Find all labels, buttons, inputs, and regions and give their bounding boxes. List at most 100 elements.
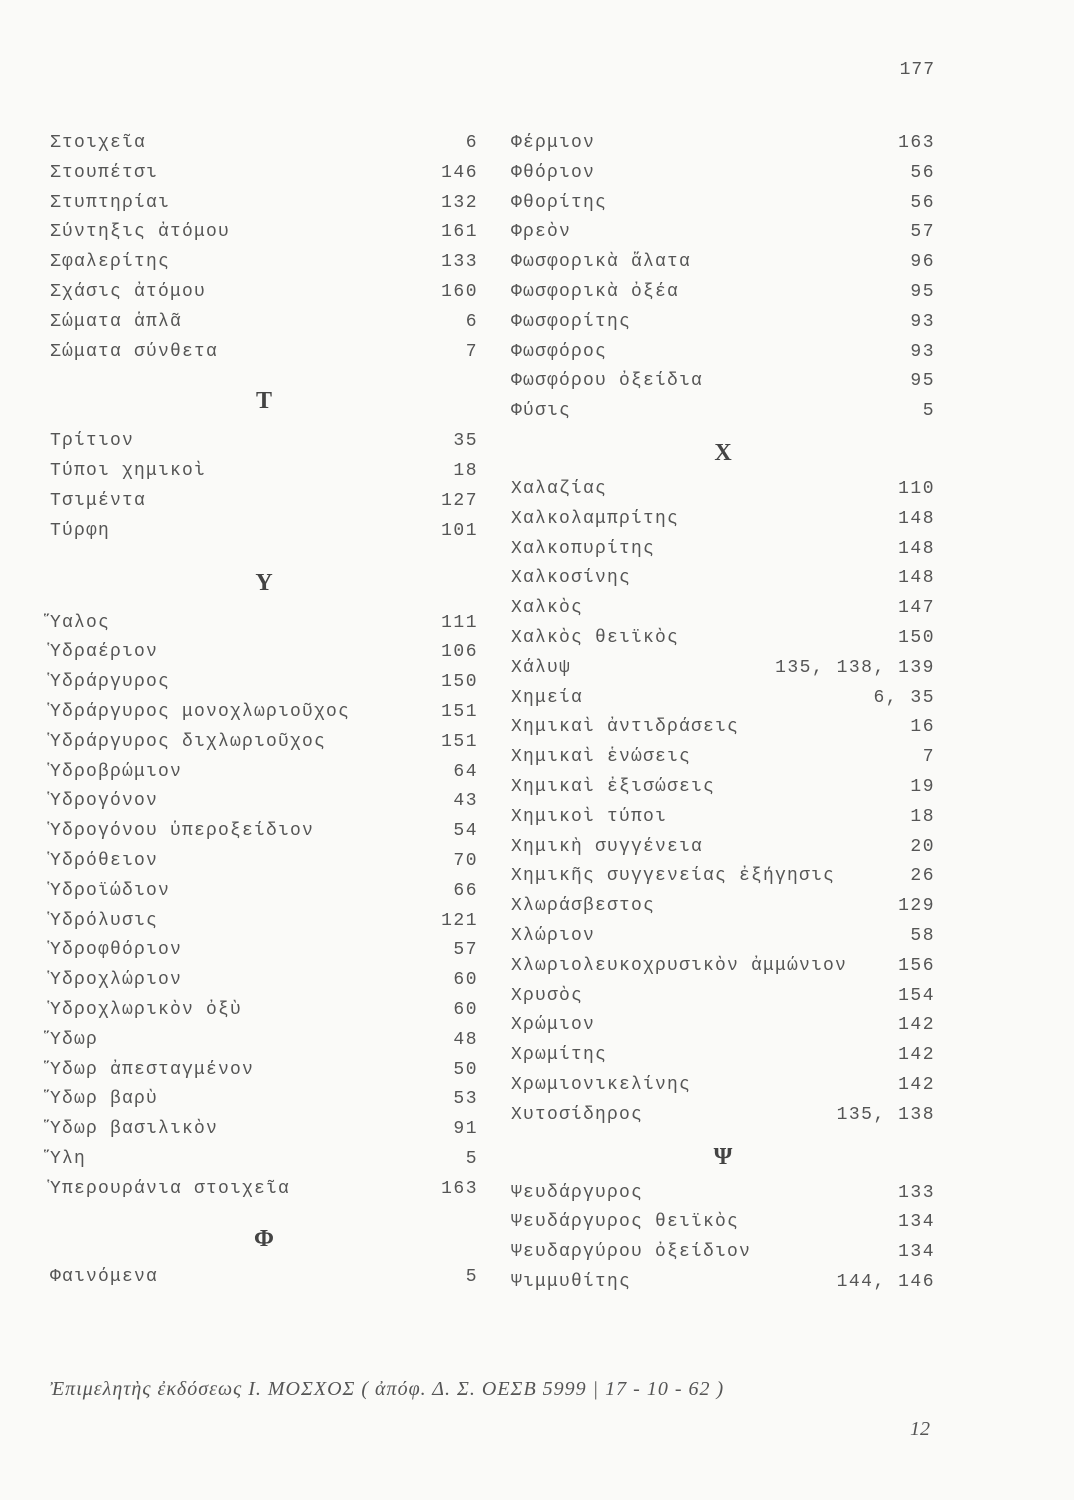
index-term: Στοιχεῖα xyxy=(50,133,147,153)
index-term: Ὑδρόλυσις xyxy=(50,910,159,931)
index-term: Χημικοὶ τύποι xyxy=(511,806,668,827)
index-page-numbers: 111 xyxy=(441,612,478,633)
index-entry: Χλωριολευκοχρυσικὸν ἀμμώνιον 156 xyxy=(511,952,935,982)
index-entry: Τύρφη 101 xyxy=(50,517,478,547)
index-term: Χαλκὸς θειϊκὸς xyxy=(511,627,680,648)
index-page-numbers: 147 xyxy=(898,598,935,619)
index-term: Στουπέτσι xyxy=(50,162,159,183)
index-entry: Χλωράσβεστος 129 xyxy=(511,892,935,922)
index-entry: Χαλκοσίνης 148 xyxy=(511,564,935,594)
index-page-numbers: 56 xyxy=(910,162,935,183)
index-page-numbers: 95 xyxy=(910,281,935,302)
index-page-numbers: 56 xyxy=(910,192,935,213)
index-page-numbers: 19 xyxy=(910,776,935,797)
index-term: Στυπτηρίαι xyxy=(50,192,171,213)
index-term: Ὑδραέριον xyxy=(50,642,159,663)
index-term: Χημικὴ συγγένεια xyxy=(511,836,704,857)
index-term: Χρυσὸς xyxy=(511,985,584,1006)
index-term: Φαινόμενα xyxy=(50,1266,159,1287)
index-term: Χημικαὶ ἐξισώσεις xyxy=(511,776,716,797)
index-page-numbers: 18 xyxy=(910,806,935,827)
index-page-numbers: 101 xyxy=(441,520,478,541)
index-term: Χρώμιον xyxy=(511,1015,596,1036)
index-page-numbers: 70 xyxy=(453,850,478,871)
index-page-numbers: 6, 35 xyxy=(873,687,935,708)
index-page-numbers: 5 xyxy=(465,1148,478,1169)
index-page-numbers: 150 xyxy=(441,672,478,693)
index-page-numbers: 160 xyxy=(441,281,478,302)
index-term: Χρωμίτης xyxy=(511,1045,608,1066)
index-entry: Χρώμιον 142 xyxy=(511,1011,935,1041)
index-entry: Χάλυψ 135, 138, 139 xyxy=(511,654,935,684)
index-page-numbers: 148 xyxy=(898,508,935,529)
index-entry: Χημικαὶ ἐξισώσεις 19 xyxy=(511,773,935,803)
index-page-numbers: 16 xyxy=(910,717,935,738)
index-entry: Ὑπερουράνια στοιχεῖα 163 xyxy=(50,1175,478,1205)
index-page-numbers: 142 xyxy=(898,1074,935,1095)
index-entry: Στουπέτσι 146 xyxy=(50,159,478,189)
index-term: Χλωριολευκοχρυσικὸν ἀμμώνιον xyxy=(511,955,848,976)
section-letter-heading: T xyxy=(255,388,272,415)
index-page-numbers: 60 xyxy=(453,970,478,991)
index-page-numbers: 93 xyxy=(910,341,935,362)
editor-note: Ἐπιμελητὴς ἐκδόσεως Ι. ΜΟΣΧΟΣ ( ἀπόφ. Δ.… xyxy=(50,1378,725,1400)
index-page-numbers: 57 xyxy=(910,222,935,243)
index-term: Φέρμιον xyxy=(511,133,596,153)
index-entry: Φωσφορικὰ ἅλατα 96 xyxy=(511,248,935,278)
index-page-numbers: 146 xyxy=(441,162,478,183)
index-entry: Χαλκὸς 147 xyxy=(511,594,935,624)
index-entry: Ὑδρόλυσις 121 xyxy=(50,907,478,937)
index-term: Τύρφη xyxy=(50,520,111,541)
index-column-left: Στοιχεῖα 6 Στουπέτσι 146 Στυπτηρίαι 132 Σύντηξ… xyxy=(50,129,478,1292)
index-page-numbers: 148 xyxy=(898,568,935,589)
index-page-numbers: 7 xyxy=(465,341,478,362)
index-term: Χημικῆς συγγενείας ἐξήγησις xyxy=(511,866,836,887)
index-page-numbers: 5 xyxy=(465,1266,478,1287)
index-page-numbers: 142 xyxy=(898,1045,935,1066)
index-term: Χάλυψ xyxy=(511,657,572,678)
index-term: Ὕλη xyxy=(50,1148,87,1169)
index-entry: Χαλκὸς θειϊκὸς 150 xyxy=(511,624,935,654)
section-letter-heading: X xyxy=(714,439,732,466)
index-term: Χλωράσβεστος xyxy=(511,896,656,917)
index-page-numbers: 54 xyxy=(453,821,478,842)
index-page-numbers: 127 xyxy=(441,490,478,511)
index-page-numbers: 135, 138 xyxy=(836,1104,935,1125)
index-entry: Χημικαὶ ἀντιδράσεις 16 xyxy=(511,713,935,743)
index-entry: Χημεία 6, 35 xyxy=(511,684,935,714)
index-term: Ὑδρογόνου ὑπεροξείδιον xyxy=(50,821,315,842)
index-entry: Φωσφόρου ὀξείδια 95 xyxy=(511,367,935,397)
index-entry: Ὕδωρ βαρὺ 53 xyxy=(50,1085,478,1115)
section-letter-heading: Φ xyxy=(254,1225,274,1252)
index-entry: Φθορίτης 56 xyxy=(511,189,935,219)
index-term: Ὑδρογόνον xyxy=(50,791,159,812)
section-letter-heading: Ψ xyxy=(713,1143,733,1170)
index-entry: Ὑδροχλωρικὸν ὀξὺ 60 xyxy=(50,996,478,1026)
index-term: Σχάσις ἀτόμου xyxy=(50,281,207,302)
index-term: Φωσφόρου ὀξείδια xyxy=(511,371,704,392)
index-entry: Ὑδράργυρος διχλωριοῦχος 151 xyxy=(50,728,478,758)
index-page-numbers: 121 xyxy=(441,910,478,931)
index-term: Ὕδωρ βασιλικὸν xyxy=(50,1119,219,1140)
index-term: Ὑπερουράνια στοιχεῖα xyxy=(50,1178,291,1199)
index-page-numbers: 91 xyxy=(453,1119,478,1140)
index-entry: Φθόριον 56 xyxy=(511,159,935,189)
index-page-numbers: 134 xyxy=(898,1212,935,1233)
index-entry: Σύντηξις ἀτόμου 161 xyxy=(50,218,478,248)
index-term: Φθορίτης xyxy=(511,192,608,213)
index-entry: Φύσις 5 xyxy=(511,397,935,427)
index-term: Χαλκοπυρίτης xyxy=(511,538,656,559)
index-entry: Τύποι χημικοὶ 18 xyxy=(50,457,478,487)
index-page-numbers: 163 xyxy=(898,133,935,153)
index-entry: Ὑδροφθόριον 57 xyxy=(50,936,478,966)
index-entry: Χημικῆς συγγενείας ἐξήγησις 26 xyxy=(511,862,935,892)
index-term: Χημεία xyxy=(511,687,584,708)
index-page-numbers: 142 xyxy=(898,1015,935,1036)
index-term: Τρίτιον xyxy=(50,431,135,452)
index-entry: Ὕαλος 111 xyxy=(50,609,478,639)
index-entry: Ὑδροϊώδιον 66 xyxy=(50,877,478,907)
index-page-numbers: 151 xyxy=(441,731,478,752)
index-entry: Ὑδρογόνου ὑπεροξείδιον 54 xyxy=(50,817,478,847)
index-page-numbers: 43 xyxy=(453,791,478,812)
index-entry: Ὑδροχλώριον 60 xyxy=(50,966,478,996)
